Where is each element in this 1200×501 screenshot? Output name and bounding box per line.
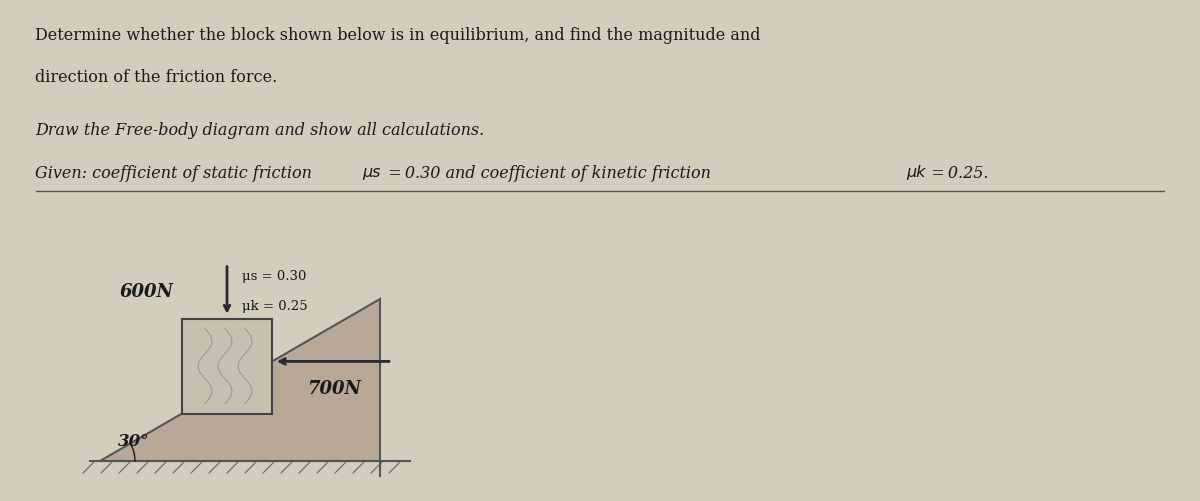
Text: Draw the Free-body diagram and show all calculations.: Draw the Free-body diagram and show all …	[35, 122, 485, 139]
Text: 600N: 600N	[120, 282, 174, 300]
Text: 30°: 30°	[118, 432, 150, 449]
Text: μs = 0.30: μs = 0.30	[242, 269, 306, 282]
Text: μs: μs	[362, 165, 380, 180]
Text: Determine whether the block shown below is in equilibrium, and find the magnitud: Determine whether the block shown below …	[35, 27, 761, 44]
Text: 700N: 700N	[307, 380, 361, 398]
Text: μk: μk	[906, 165, 925, 180]
Text: μk = 0.25: μk = 0.25	[242, 299, 307, 312]
Polygon shape	[100, 300, 380, 461]
Text: = 0.30 and coefficient of kinetic friction: = 0.30 and coefficient of kinetic fricti…	[385, 165, 716, 182]
Text: Given: coefficient of static friction: Given: coefficient of static friction	[35, 165, 317, 182]
Text: direction of the friction force.: direction of the friction force.	[35, 69, 277, 86]
Bar	[182, 319, 272, 414]
Text: = 0.25.: = 0.25.	[928, 165, 989, 182]
